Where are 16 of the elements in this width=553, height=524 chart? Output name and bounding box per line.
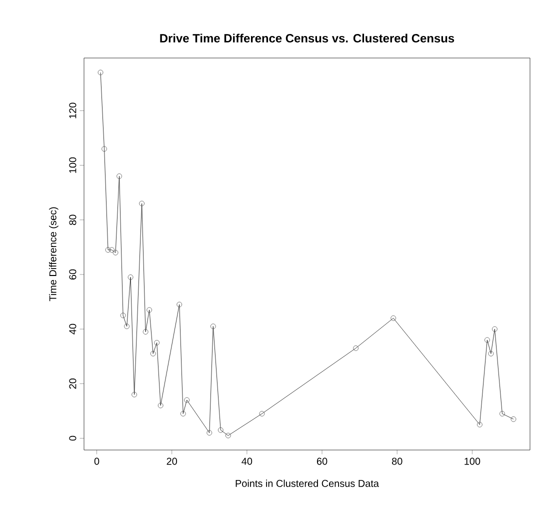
y-tick-label: 100 <box>69 157 76 173</box>
y-tick-label: 0 <box>69 436 76 441</box>
x-tick-label: 20 <box>166 458 178 465</box>
x-tick-label: 100 <box>464 458 480 465</box>
y-tick-label: 40 <box>69 324 76 334</box>
x-tick-label: 0 <box>94 458 100 465</box>
x-tick-label: 60 <box>316 458 328 465</box>
x-axis-title: Points in Clustered Census Data <box>236 480 379 487</box>
x-tick-label: 80 <box>392 458 402 465</box>
y-tick-label: 80 <box>69 214 76 225</box>
y-tick-label: 60 <box>69 269 76 280</box>
y-tick-label: 120 <box>69 102 76 118</box>
y-axis-title: Time Difference (sec) <box>49 207 58 302</box>
y-tick-label: 20 <box>69 378 76 389</box>
x-tick-label: 40 <box>242 458 252 465</box>
chart-title: Drive Time Difference Census vs. Clustered Census <box>160 34 454 42</box>
